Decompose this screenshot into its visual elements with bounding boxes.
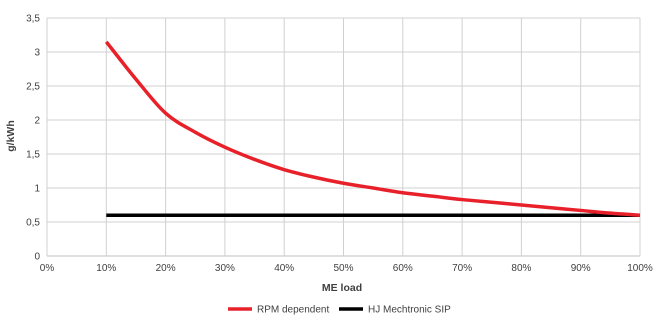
legend: RPM dependent HJ Mechtronic SIP bbox=[228, 305, 451, 316]
y-tick-label: 3 bbox=[34, 48, 40, 59]
series-layer bbox=[104, 40, 641, 217]
x-tick-label: 20% bbox=[156, 263, 176, 274]
x-tick-label: 90% bbox=[571, 263, 591, 274]
y-tick-label: 2 bbox=[34, 116, 40, 127]
x-tick-label: 10% bbox=[96, 263, 116, 274]
y-tick-label: 3,5 bbox=[26, 14, 40, 25]
y-tick-label: 0,5 bbox=[26, 218, 40, 229]
tick-labels: 0 0,5 1 1,5 2 2,5 3 3,5 0% 10% 20% 30% 40% 50% 60% 70% 8… bbox=[26, 14, 653, 275]
x-tick-label: 80% bbox=[511, 263, 531, 274]
x-axis-title: ME load bbox=[322, 282, 362, 294]
x-tick-label: 30% bbox=[215, 263, 235, 274]
series-line-rpm-dependent bbox=[104, 40, 641, 217]
y-tick-label: 1,5 bbox=[26, 150, 40, 161]
y-tick-label: 1 bbox=[34, 184, 40, 195]
x-tick-label: 60% bbox=[393, 263, 413, 274]
y-axis-title: g/kWh bbox=[5, 120, 17, 152]
x-tick-label: 0% bbox=[40, 263, 55, 274]
x-tick-label: 100% bbox=[627, 263, 653, 274]
x-tick-label: 50% bbox=[333, 263, 353, 274]
legend-label: HJ Mechtronic SIP bbox=[368, 305, 451, 316]
y-tick-label: 2,5 bbox=[26, 82, 40, 93]
y-tick-label: 0 bbox=[34, 252, 40, 263]
x-tick-label: 70% bbox=[452, 263, 472, 274]
x-tick-label: 40% bbox=[274, 263, 294, 274]
legend-label: RPM dependent bbox=[257, 305, 329, 316]
grid bbox=[46, 17, 641, 257]
